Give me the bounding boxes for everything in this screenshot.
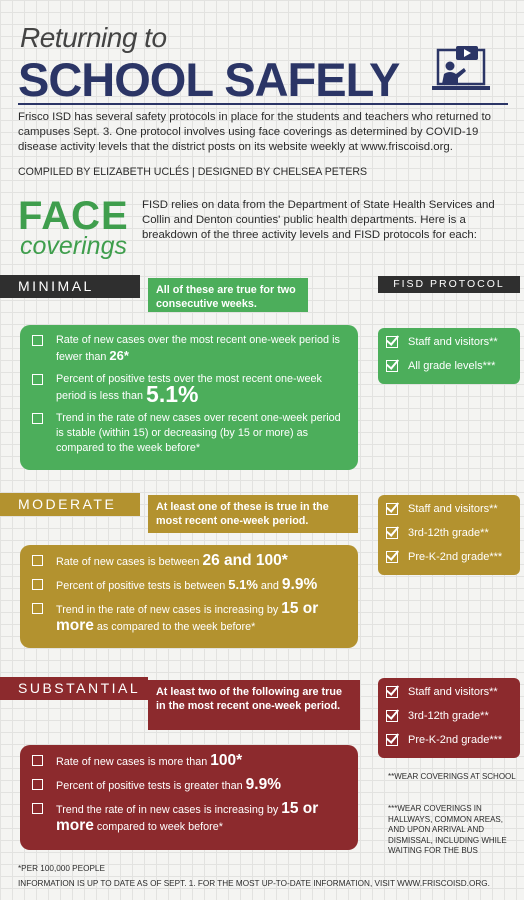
level-label: SUBSTANTIAL [0, 677, 148, 700]
protocol-box: Staff and visitors** 3rd-12th grade** Pre-… [378, 495, 520, 575]
level-label: MINIMAL [0, 275, 140, 298]
checked-box [386, 686, 398, 698]
intro: Frisco ISD has several safety protocols … [18, 111, 491, 153]
level-label: MODERATE [0, 493, 140, 516]
criterion: Rate of new cases is between 26 and 100* [32, 552, 346, 570]
footer: INFORMATION IS UP TO DATE AS OF SEPT. 1.… [18, 879, 490, 888]
checked-box [386, 503, 398, 515]
level-condition: At least two of the following are true i… [148, 680, 360, 730]
criteria-box: Rate of new cases over the most recent o… [20, 325, 358, 470]
criterion-text: Percent of positive tests is between [56, 580, 229, 592]
criterion: Percent of positive tests is between 5.1… [32, 576, 346, 594]
section-title: FACE [18, 194, 129, 238]
criterion: Percent of positive tests over the most … [32, 372, 346, 407]
protocol-item: Pre-K-2nd grade*** [386, 549, 514, 573]
checked-box [386, 336, 398, 348]
criterion: Trend the rate of in new cases is increa… [32, 800, 346, 835]
section-description: FISD relies on data from the Department … [142, 199, 495, 241]
criterion: Percent of positive tests is greater tha… [32, 776, 346, 794]
protocol-text: Staff and visitors** [408, 503, 498, 515]
kicker: Returning to [20, 22, 167, 53]
protocol-text: 3rd-12th grade** [408, 710, 489, 722]
protocol-box: Staff and visitors** 3rd-12th grade** Pre-… [378, 678, 520, 758]
criteria-box: Rate of new cases is more than 100* Perce… [20, 745, 358, 850]
criteria-box: Rate of new cases is between 26 and 100*… [20, 545, 358, 648]
criterion-text: Rate of new cases is between [56, 556, 203, 568]
criterion-text: Percent of positive tests is greater tha… [56, 780, 246, 792]
criterion-text: 5.1% [228, 577, 258, 592]
level-condition: All of these are true for two consecutiv… [148, 278, 308, 312]
credits: COMPILED BY ELIZABETH UCLÉS | DESIGNED B… [18, 166, 368, 178]
protocol-item: Staff and visitors** [386, 334, 514, 358]
criterion-text: Rate of new cases is more than [56, 756, 211, 768]
protocol-text: Pre-K-2nd grade*** [408, 734, 503, 746]
criterion: Trend in the rate of new cases is increa… [32, 600, 346, 635]
criterion-text: 100* [210, 752, 243, 769]
criterion: Rate of new cases over the most recent o… [32, 333, 346, 365]
icon [432, 46, 490, 90]
protocol-text: Pre-K-2nd grade*** [408, 551, 503, 563]
criterion-text: Trend in the rate of new cases is increa… [56, 604, 282, 616]
criterion-text: Trend in the rate of new cases over rece… [56, 412, 341, 454]
checkbox [32, 335, 43, 346]
protocol-item: 3rd-12th grade** [386, 525, 514, 549]
criterion-text: Trend the rate of in new cases is increa… [56, 804, 282, 816]
criterion-text: 26* [109, 348, 129, 363]
note: **WEAR COVERINGS AT SCHOOL [388, 772, 516, 781]
protocol-item: 3rd-12th grade** [386, 708, 514, 732]
protocol-box: Staff and visitors** All grade levels*** [378, 328, 520, 384]
checked-box [386, 527, 398, 539]
criterion-text: 5.1% [146, 381, 199, 407]
checked-box [386, 551, 398, 563]
criterion-text: 26 and 100* [202, 552, 288, 569]
protocol-text: 3rd-12th grade** [408, 527, 489, 539]
criterion-text: compared to week before* [93, 821, 223, 833]
criterion-text: 15 or more [56, 800, 319, 834]
protocol-text: All grade levels*** [408, 360, 496, 372]
criterion-text: and [257, 580, 282, 592]
criterion-text: 9.9% [245, 776, 281, 793]
checked-box [386, 734, 398, 746]
criterion-text: as compared to the week before* [93, 621, 256, 633]
protocol-item: All grade levels*** [386, 358, 514, 382]
level-condition: At least one of these is true in the mos… [148, 495, 358, 533]
protocol-item: Staff and visitors** [386, 501, 514, 525]
criterion-text: 9.9% [281, 576, 318, 593]
checkbox [32, 779, 43, 790]
checkbox [32, 555, 43, 566]
criterion-text: Percent of positive tests over the most … [56, 373, 322, 402]
checked-box [386, 360, 398, 372]
checkbox [32, 755, 43, 766]
protocol-heading: FISD PROTOCOL [378, 276, 520, 293]
checkbox [32, 579, 43, 590]
criterion-text: Rate of new cases over the most recent o… [56, 334, 340, 363]
checkbox [32, 603, 43, 614]
rule [18, 103, 508, 105]
protocol-item: Staff and visitors** [386, 684, 514, 708]
section-subtitle: coverings [20, 232, 127, 260]
checked-box [386, 710, 398, 722]
checkbox [32, 413, 43, 424]
checkbox [32, 374, 43, 385]
title: SCHOOL SAFELY [18, 53, 400, 106]
protocol-text: Staff and visitors** [408, 686, 498, 698]
criterion: Trend in the rate of new cases over rece… [32, 411, 346, 456]
criterion: Rate of new cases is more than 100* [32, 752, 346, 770]
protocol-item: Pre-K-2nd grade*** [386, 732, 514, 756]
note: ***WEAR COVERINGS IN HALLWAYS, COMMON AR… [388, 804, 507, 855]
checkbox [32, 803, 43, 814]
criterion-text: 15 or more [56, 600, 319, 634]
protocol-text: Staff and visitors** [408, 336, 498, 348]
footer: *PER 100,000 PEOPLE [18, 864, 105, 873]
